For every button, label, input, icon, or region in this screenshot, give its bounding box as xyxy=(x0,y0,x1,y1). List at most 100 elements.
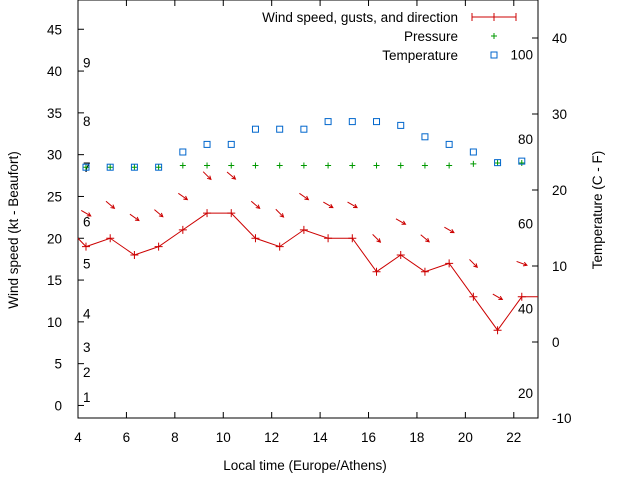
wind-direction-arrow xyxy=(444,226,455,234)
pressure-point xyxy=(300,162,307,169)
y-tick-label-left: 0 xyxy=(54,398,62,413)
fahrenheit-label: 20 xyxy=(518,386,533,401)
temperature-point xyxy=(348,118,356,126)
wind-direction-arrow xyxy=(420,234,430,243)
beaufort-label: 5 xyxy=(83,256,91,271)
wind-speed-point xyxy=(299,225,308,234)
y-tick-label-left: 25 xyxy=(47,189,62,204)
pressure-point xyxy=(228,162,235,169)
y-tick-label-right: 0 xyxy=(552,335,560,350)
temperature-point xyxy=(251,125,259,133)
x-tick-label: 6 xyxy=(123,430,131,445)
wind-speed-point xyxy=(130,250,139,259)
wind-speed-point xyxy=(517,292,526,301)
temperature-point xyxy=(445,140,453,148)
wind-speed-point xyxy=(420,267,429,276)
fahrenheit-label: 60 xyxy=(518,216,533,231)
x-tick-label: 10 xyxy=(216,430,231,445)
wind-direction-arrow xyxy=(202,171,212,181)
temperature-point xyxy=(227,140,235,148)
wind-speed-line xyxy=(77,212,538,332)
pressure-point xyxy=(204,162,211,169)
legend-swatch-temperature xyxy=(490,51,498,59)
temperature-point xyxy=(82,163,90,171)
temperature-point xyxy=(106,163,114,171)
pressure-point xyxy=(179,162,186,169)
legend-swatch-pressure xyxy=(491,33,497,39)
x-axis-label: Local time (Europe/Athens) xyxy=(223,458,387,473)
temperature-point xyxy=(324,118,332,126)
wind-direction-arrow xyxy=(492,293,504,301)
pressure-point xyxy=(518,160,525,167)
wind-direction-arrow xyxy=(347,201,358,209)
pressure-point xyxy=(82,164,89,171)
pressure-point xyxy=(155,164,162,171)
y-tick-label-left: 35 xyxy=(47,106,62,121)
pressure-point xyxy=(107,164,114,171)
wind-speed-point xyxy=(178,225,187,234)
y-tick-label-right: 40 xyxy=(552,31,567,46)
wind-speed-point xyxy=(348,234,357,243)
wind-direction-arrow xyxy=(154,209,164,218)
x-tick-label: 14 xyxy=(313,430,329,445)
x-tick-label: 22 xyxy=(506,430,521,445)
y-axis-label-left: Wind speed (kt - Beaufort) xyxy=(6,151,21,309)
wind-speed-point xyxy=(275,242,284,251)
temperature-point xyxy=(494,159,502,167)
fahrenheit-label: 100 xyxy=(510,48,533,63)
beaufort-label: 8 xyxy=(83,114,91,129)
temperature-point xyxy=(421,133,429,141)
pressure-point xyxy=(446,162,453,169)
temperature-point xyxy=(203,140,211,148)
wind-direction-arrow xyxy=(395,218,407,225)
wind-speed-point xyxy=(372,267,381,276)
legend-swatch-wind-marker xyxy=(490,13,498,21)
wind-direction-arrow xyxy=(275,208,285,218)
y-tick-label-right: -10 xyxy=(552,411,572,426)
y-tick-label-right: 30 xyxy=(552,107,567,122)
y-tick-label-right: 20 xyxy=(552,183,567,198)
fahrenheit-label: 40 xyxy=(518,302,533,317)
x-tick-label: 12 xyxy=(264,430,279,445)
pressure-point xyxy=(470,160,477,167)
temperature-point xyxy=(179,148,187,156)
wind-direction-arrow xyxy=(516,260,528,267)
y-tick-label-left: 40 xyxy=(47,64,62,79)
x-tick-label: 18 xyxy=(409,430,424,445)
wind-direction-arrow xyxy=(250,200,261,210)
wind-speed-point xyxy=(493,326,502,335)
wind-speed-point xyxy=(203,209,212,218)
beaufort-label: 6 xyxy=(83,215,91,230)
legend-label: Temperature xyxy=(382,48,458,63)
pressure-point xyxy=(373,162,380,169)
legend-swatch-wind-ends xyxy=(471,13,517,21)
wind-speed-point xyxy=(396,250,405,259)
wind-speed-point xyxy=(324,234,333,243)
wind-direction-arrow xyxy=(469,259,478,268)
wind-direction-arrow xyxy=(129,213,140,222)
y-tick-label-left: 45 xyxy=(47,22,62,37)
beaufort-label: 4 xyxy=(83,307,91,322)
pressure-point xyxy=(349,162,356,169)
x-tick-label: 16 xyxy=(361,430,376,445)
y-tick-label-left: 20 xyxy=(47,231,62,246)
pressure-point xyxy=(325,162,332,169)
legend-label: Wind speed, gusts, and direction xyxy=(262,10,458,25)
plot-frame xyxy=(77,0,539,419)
temperature-point xyxy=(518,157,526,165)
temperature-point xyxy=(130,163,138,171)
legend-label: Pressure xyxy=(404,29,458,44)
temperature-point xyxy=(155,163,163,171)
wind-speed-point xyxy=(81,242,90,251)
wind-direction-arrow xyxy=(323,201,334,209)
wind-direction-arrow xyxy=(178,192,189,201)
temperature-point xyxy=(397,121,405,129)
wind-speed-point xyxy=(469,292,478,301)
y-tick-label-left: 30 xyxy=(47,148,62,163)
x-tick-label: 20 xyxy=(458,430,473,445)
chart-body: 4 6 8 10 12 14 16 18 20 22051015202530354045-1001… xyxy=(47,0,572,445)
temperature-point xyxy=(276,125,284,133)
pressure-point xyxy=(131,164,138,171)
fahrenheit-label: 80 xyxy=(518,132,533,147)
